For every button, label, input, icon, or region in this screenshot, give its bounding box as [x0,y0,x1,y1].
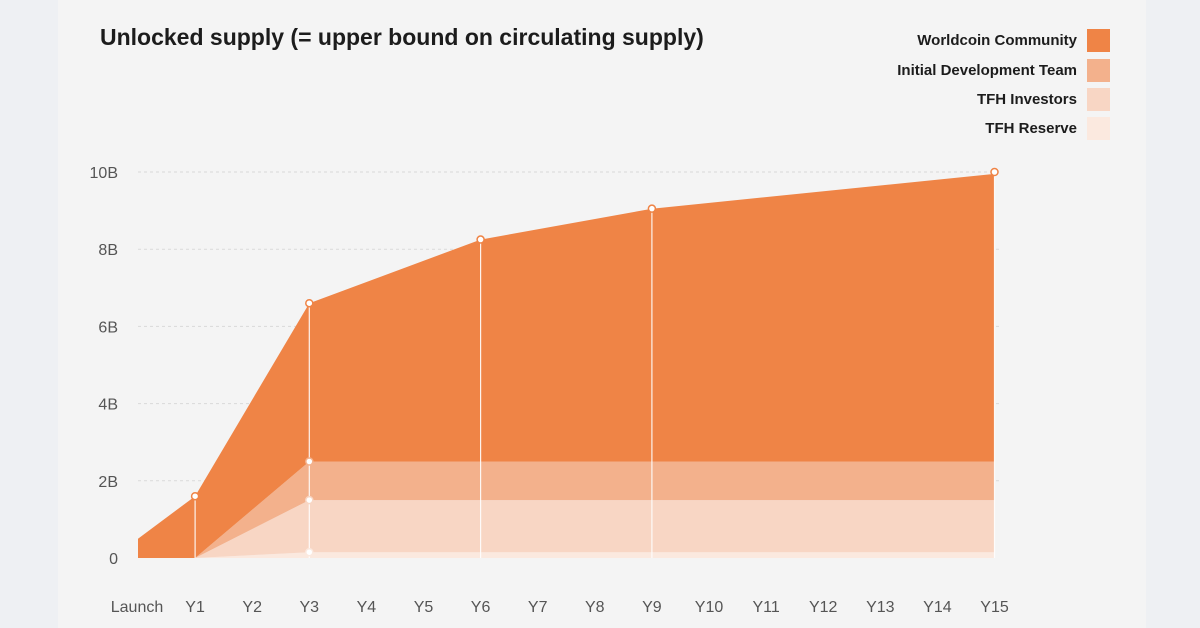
legend-swatch [1087,28,1110,52]
layer-marker [305,547,314,557]
area-tfh-investors [138,500,995,558]
x-tick-label: Y6 [471,599,491,616]
x-tick-label: Y3 [300,599,320,616]
layer-marker [305,457,314,466]
total-marker [305,298,314,308]
x-tick-label: Y10 [695,599,724,616]
x-tick-label: Y15 [980,599,1009,616]
y-tick-label: 4B [98,397,118,414]
legend-label: TFH Reserve [985,119,1077,137]
x-tick-label: Y12 [809,599,838,616]
legend-label: Worldcoin Community [917,31,1077,49]
area-tfh-reserve [138,552,995,558]
legend-item-investors: TFH Investors [977,87,1110,111]
x-tick-label: Y7 [528,599,548,616]
total-marker [647,204,657,213]
legend-swatch [1087,58,1110,82]
x-tick-label: Y1 [185,599,205,616]
legend-item-community: Worldcoin Community [917,28,1110,52]
x-tick-label: Y5 [414,599,434,616]
x-tick-label: Y14 [923,599,952,616]
area-initial-development-team [138,461,995,558]
x-tick-label: Y2 [242,599,262,616]
x-tick-label: Y13 [866,599,895,616]
legend-swatch [1087,116,1110,140]
y-tick-label: 6B [98,319,118,336]
legend-label: TFH Investors [976,90,1077,108]
total-marker [190,491,200,501]
x-tick-label: Launch [111,599,164,616]
x-tick-label: Y4 [357,599,377,616]
chart-title: Unlocked supply (= upper bound on circul… [100,24,704,50]
legend-item-reserve: TFH Reserve [985,116,1110,140]
legend-label: Initial Development Team [897,61,1077,79]
x-tick-label: Y9 [642,599,662,616]
x-tick-label: Y11 [752,599,779,616]
x-tick-label: Y8 [585,599,605,616]
total-marker [990,167,999,177]
y-tick-label: 2B [98,474,118,491]
total-marker [476,235,485,244]
y-tick-label: 0 [109,551,118,568]
legend-swatch [1087,87,1110,111]
layer-marker [305,495,314,505]
y-tick-label: 10B [90,165,118,182]
y-tick-label: 8B [98,242,118,259]
legend-item-dev-team: Initial Development Team [897,58,1110,82]
area-worldcoin-community [138,173,995,558]
